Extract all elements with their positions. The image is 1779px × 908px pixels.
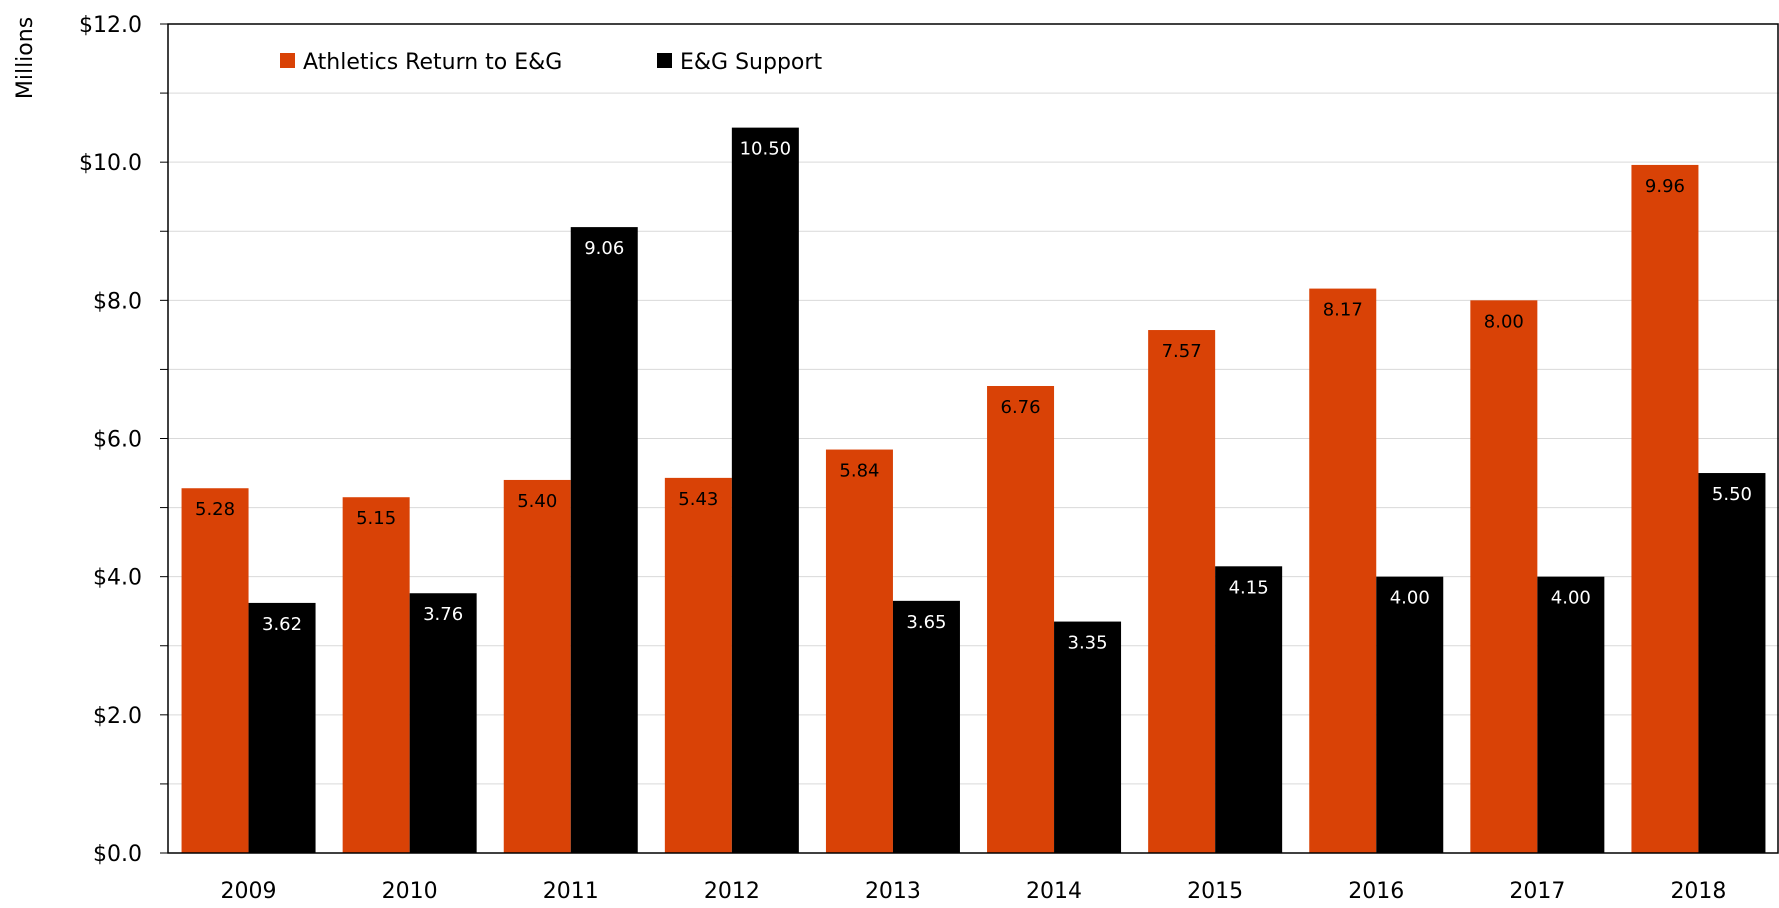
x-tick-label: 2017 (1509, 879, 1565, 904)
bar (1148, 330, 1216, 853)
bar (248, 602, 316, 853)
bar (342, 497, 410, 853)
y-tick-label: $0.0 (93, 842, 142, 867)
data-label: 8.00 (1484, 311, 1524, 332)
bar (1054, 621, 1122, 853)
data-label: 5.15 (356, 508, 396, 529)
legend: Athletics Return to E&G E&G Support (280, 50, 822, 75)
data-label: 10.50 (740, 139, 792, 160)
data-label: 3.62 (262, 614, 302, 635)
y-tick-label: $10.0 (79, 151, 142, 176)
data-label: 5.40 (517, 491, 557, 512)
x-tick-label: 2012 (704, 879, 760, 904)
data-label: 3.76 (423, 604, 463, 625)
bar (1215, 566, 1283, 853)
data-label: 4.00 (1551, 588, 1591, 609)
bar (1470, 300, 1538, 853)
data-label: 9.06 (584, 238, 624, 259)
axes: $0.0 $2.0 $4.0 $6.0 $8.0 $10.0 $12.0 2009 2010 20… (79, 13, 1779, 904)
legend-swatch (280, 53, 295, 68)
bar (987, 385, 1055, 853)
bar (1309, 288, 1377, 853)
bar (409, 593, 477, 853)
bar (664, 477, 732, 853)
data-label: 5.43 (678, 489, 718, 510)
data-label: 7.57 (1162, 341, 1202, 362)
bar (731, 127, 799, 853)
x-tick-label: 2011 (543, 879, 599, 904)
bar (181, 488, 249, 853)
data-label: 4.15 (1229, 577, 1269, 598)
y-tick-label: $8.0 (93, 289, 142, 314)
bar (570, 227, 638, 854)
legend-label: Athletics Return to E&G (303, 50, 562, 75)
data-label: 6.76 (1001, 397, 1041, 418)
x-tick-label: 2015 (1187, 879, 1243, 904)
data-label: 4.00 (1390, 588, 1430, 609)
bar (503, 479, 571, 853)
x-tick-label: 2010 (382, 879, 438, 904)
bar (1537, 576, 1605, 853)
y-axis-label: Millions (13, 17, 38, 99)
x-tick-label: 2013 (865, 879, 921, 904)
data-label: 5.50 (1712, 484, 1752, 505)
data-label: 5.28 (195, 499, 235, 520)
legend-swatch (657, 53, 672, 68)
legend-label: E&G Support (680, 50, 822, 75)
bar (892, 600, 960, 853)
y-tick-label: $4.0 (93, 566, 142, 591)
x-tick-label: 2009 (221, 879, 277, 904)
data-label: 5.84 (839, 461, 879, 482)
y-tick-label: $12.0 (79, 13, 142, 38)
x-tick-label: 2014 (1026, 879, 1082, 904)
bar (1698, 473, 1766, 853)
x-tick-label: 2016 (1348, 879, 1404, 904)
bar (1376, 576, 1444, 853)
data-labels: 5.28 3.62 5.15 3.76 5.40 9.06 5.43 10.50 5.84 3.6… (195, 139, 1752, 654)
y-tick-label: $6.0 (93, 428, 142, 453)
x-tick-label: 2018 (1670, 879, 1726, 904)
data-label: 3.35 (1068, 633, 1108, 654)
data-label: 8.17 (1323, 300, 1363, 321)
y-tick-label: $2.0 (93, 704, 142, 729)
data-label: 9.96 (1645, 176, 1685, 197)
bars (181, 127, 1766, 854)
bar (825, 449, 893, 853)
data-label: 3.65 (906, 612, 946, 633)
plot-frame (167, 23, 1779, 854)
bar (1631, 164, 1699, 853)
